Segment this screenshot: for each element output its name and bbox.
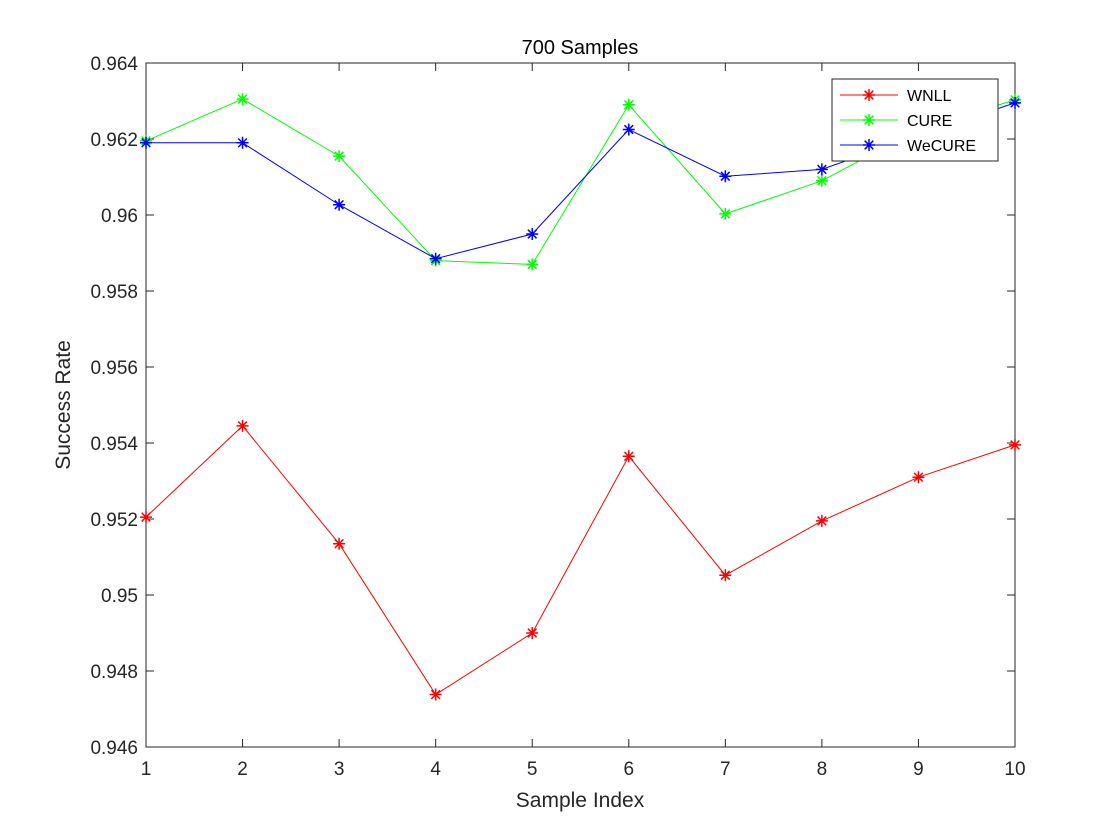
data-point-wnll [140,511,152,524]
y-tick-label: 0.96 [101,206,138,227]
series-line-wnll [145,425,1016,696]
data-point-wecure [815,163,828,176]
y-tick-label: 0.956 [90,358,138,379]
data-point-wnll [1009,438,1021,451]
data-point-wecure [719,170,732,183]
x-axis-label: Sample Index [516,789,645,812]
legend-marker-wnll [863,89,875,101]
legend-label-cure: CURE [907,113,952,130]
y-tick-label: 0.948 [90,662,138,683]
legend: WNLL CURE WeCURE [831,78,999,162]
x-tick-label: 4 [430,759,441,780]
y-tick-label: 0.962 [90,130,138,151]
data-point-cure [815,174,828,187]
data-point-wnll [815,514,828,527]
x-tick-label: 2 [237,759,248,780]
data-point-wecure [429,252,442,265]
data-point-cure [622,98,635,111]
plot-area [145,62,1016,748]
y-tick-label: 0.95 [101,586,138,607]
legend-marker-cure [863,114,875,126]
data-point-wnll [236,419,249,432]
y-tick-label: 0.952 [90,510,138,531]
data-point-wnll [429,688,442,701]
data-point-cure [333,150,346,163]
x-tick-label: 9 [913,759,924,780]
x-tick-label: 10 [1004,759,1025,780]
axis-ticks [145,62,1016,748]
data-point-cure [526,258,539,271]
x-tick-label: 7 [720,759,731,780]
y-axis-label: Success Rate [52,340,75,470]
x-tick-label: 5 [527,759,538,780]
data-point-wecure [622,123,635,136]
y-tick-label: 0.954 [90,434,138,455]
legend-marker-wecure [863,139,875,151]
data-point-wnll [333,537,346,550]
data-point-wnll [912,471,925,484]
data-point-cure [719,207,732,220]
data-point-wecure [1009,96,1021,109]
data-point-wecure [333,198,346,211]
series-wnll [140,419,1021,701]
data-point-wnll [622,450,635,463]
legend-label-wnll: WNLL [907,88,952,105]
data-point-wecure [236,136,249,149]
y-tick-label: 0.946 [90,738,138,759]
x-tick-label: 3 [334,759,345,780]
data-point-wecure [140,136,152,149]
data-point-wecure [526,228,539,240]
data-point-wnll [719,569,732,582]
x-tick-label: 8 [817,759,828,780]
x-tick-label: 1 [141,759,152,780]
tick-labels: 1 2 3 4 5 6 7 8 9 10 0.946 0.948 0.95 0.952 0.954 0.956… [90,54,1025,780]
y-tick-label: 0.958 [90,282,138,303]
data-point-wnll [526,627,539,639]
x-tick-label: 6 [623,759,634,780]
legend-label-wecure: WeCURE [907,138,976,155]
y-tick-label: 0.964 [90,54,138,75]
chart-title: 700 Samples [522,37,639,59]
data-point-cure [236,93,249,106]
